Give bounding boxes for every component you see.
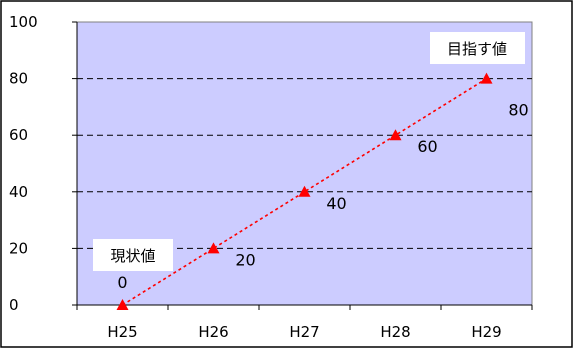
x-tick-label: H26 [198, 323, 228, 341]
y-axis-ticks: 0 20 40 60 80 100 [9, 13, 77, 314]
data-point-marker [298, 185, 311, 197]
data-point-marker [389, 129, 402, 141]
current-value-label: 現状値 [110, 247, 155, 265]
data-point-marker [480, 72, 493, 84]
data-point-marker [116, 299, 129, 310]
data-label: 40 [326, 194, 346, 213]
target-value-label: 目指す値 [447, 40, 507, 58]
current-value-callout: 現状値 [93, 239, 173, 271]
data-label: 80 [508, 101, 528, 120]
x-axis-ticks: H25 H26 H27 H28 H29 [76, 305, 533, 341]
y-tick-label: 100 [9, 13, 38, 31]
data-label: 60 [417, 137, 437, 156]
x-tick-label: H28 [380, 323, 410, 341]
current-value-box [93, 239, 173, 271]
target-value-callout: 目指す値 [430, 32, 525, 64]
data-label: 20 [235, 250, 255, 269]
x-tick-label: H25 [107, 323, 137, 341]
data-labels: 0 20 40 60 80 [117, 101, 528, 292]
y-tick-label: 80 [9, 70, 28, 88]
y-tick-label: 60 [9, 126, 28, 144]
data-point-marker [207, 242, 220, 254]
y-tick-label: 0 [9, 296, 19, 314]
x-tick-label: H29 [471, 323, 501, 341]
target-value-box [430, 32, 525, 64]
x-tick-label: H27 [289, 323, 319, 341]
y-tick-label: 20 [9, 239, 28, 257]
data-label: 0 [117, 273, 127, 292]
series-markers [116, 72, 493, 310]
y-tick-label: 40 [9, 183, 28, 201]
